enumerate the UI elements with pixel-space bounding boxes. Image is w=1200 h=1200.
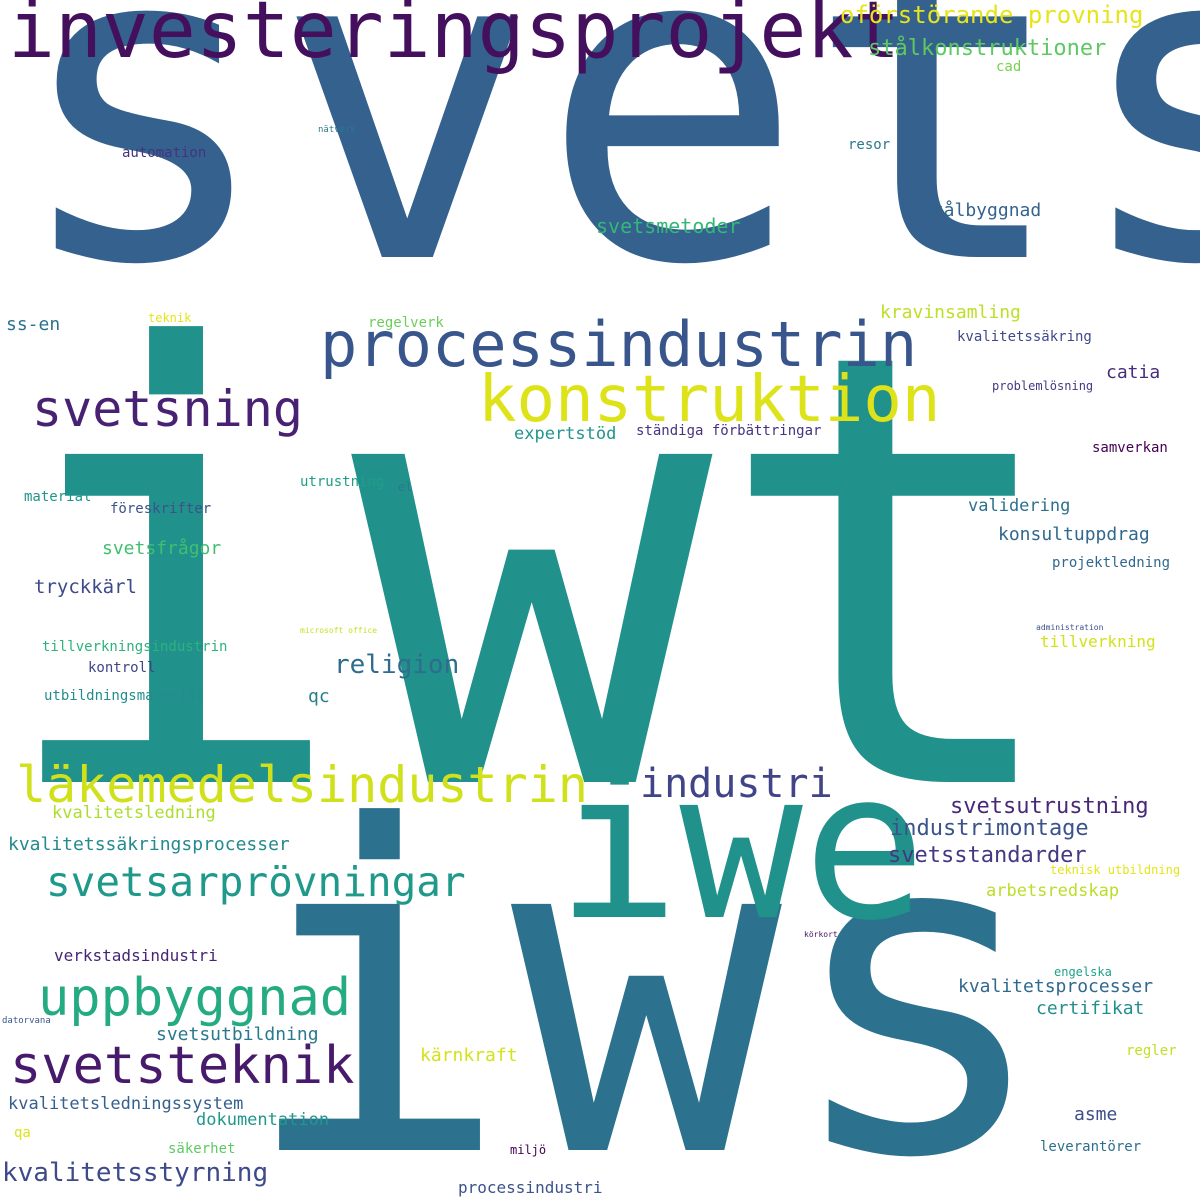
word-kvalitetssakring: kvalitetssäkring — [957, 329, 1092, 345]
word-svetsutbildning: svetsutbildning — [156, 1024, 319, 1045]
word-oforstorande-provning: oförstörande provning — [840, 1, 1144, 29]
word-teknik: teknik — [148, 311, 192, 325]
word-konstruktion: konstruktion — [478, 363, 941, 437]
word-investeringsprojekt: investeringsprojekt — [8, 0, 901, 76]
word-stalbyggnad: stålbyggnad — [922, 200, 1042, 221]
word-samverkan: samverkan — [1092, 440, 1168, 456]
word-kravinsamling: kravinsamling — [880, 302, 1021, 323]
word-automation: automation — [122, 145, 207, 161]
word-teknisk-utbildning: teknisk utbildning — [1050, 863, 1181, 877]
word-industri: industri — [640, 761, 833, 807]
word-miljo: miljö — [510, 1143, 547, 1157]
word-utrustning: utrustning — [300, 474, 385, 490]
word-foreskrifter: föreskrifter — [110, 501, 212, 517]
word-validering: validering — [968, 496, 1071, 516]
word-dokumentation: dokumentation — [196, 1110, 330, 1130]
word-standiga-forbattringar: ständiga förbättringar — [636, 423, 822, 439]
word-catia: catia — [1106, 362, 1161, 383]
word-svets: svets — [10, 0, 1200, 361]
word-tillverkning: tillverkning — [1040, 632, 1156, 651]
word-el: el — [398, 480, 413, 494]
word-administration: administration — [1036, 623, 1104, 632]
word-qc: qc — [308, 686, 330, 707]
word-svetsarprovningar: svetsarprövningar — [46, 858, 466, 906]
word-verkstadsindustri: verkstadsindustri — [54, 946, 218, 965]
word-konsultuppdrag: konsultuppdrag — [998, 524, 1150, 545]
word-expertstod: expertstöd — [514, 424, 617, 444]
word-kvalitetsledning: kvalitetsledning — [52, 803, 216, 823]
word-regler: regler — [1126, 1043, 1177, 1059]
word-material: material — [24, 489, 92, 505]
word-karnkraft: kärnkraft — [420, 1045, 518, 1066]
word-kvalitetsstyrning: kvalitetsstyrning — [2, 1158, 269, 1188]
word-regelverk: regelverk — [368, 315, 444, 331]
word-svetsmetoder: svetsmetoder — [596, 214, 741, 238]
word-svetsning: svetsning — [32, 380, 303, 438]
word-religion: religion — [334, 650, 460, 680]
word-utbildningsmaterial: utbildningsmaterial — [44, 688, 205, 704]
word-problemlosning: problemlösning — [992, 379, 1094, 393]
word-iwe: iwe — [556, 728, 927, 966]
word-industrimontage: industrimontage — [890, 816, 1089, 841]
word-tryckkarl: tryckkärl — [34, 576, 137, 598]
word-processindustri: processindustri — [458, 1178, 603, 1197]
word-svetsutrustning: svetsutrustning — [950, 794, 1149, 819]
word-sakerhet: säkerhet — [168, 1141, 236, 1157]
word-kvalitetssakringsprocesser: kvalitetssäkringsprocesser — [8, 834, 290, 855]
word-svetsfragor: svetsfrågor — [102, 538, 222, 559]
word-engelska: engelska — [1054, 965, 1112, 979]
word-asme: asme — [1074, 1104, 1118, 1125]
word-svetsteknik: svetsteknik — [10, 1036, 355, 1096]
word-resor: resor — [848, 137, 891, 153]
word-qa: qa — [14, 1125, 31, 1141]
word-stalkonstruktioner: stålkonstruktioner — [868, 36, 1107, 61]
word-natverk: nätverk — [318, 125, 356, 135]
word-microsoft-office: microsoft office — [300, 626, 378, 635]
word-datorvana: datorvana — [2, 1016, 51, 1026]
word-ss-en: ss-en — [6, 314, 61, 335]
word-svetsstandarder: svetsstandarder — [888, 843, 1087, 868]
word-lakemedelsindustrin: läkemedelsindustrin — [16, 756, 588, 814]
word-tillverkningsindustrin: tillverkningsindustrin — [42, 639, 228, 655]
word-iws: iws — [240, 733, 1053, 1200]
word-uppbyggnad: uppbyggnad — [38, 968, 352, 1028]
word-kvalitetsprocesser: kvalitetsprocesser — [958, 976, 1154, 997]
word-leverantorer: leverantörer — [1040, 1139, 1142, 1155]
word-projektledning: projektledning — [1052, 555, 1171, 571]
word-cad: cad — [996, 59, 1022, 75]
word-certifikat: certifikat — [1036, 998, 1145, 1019]
word-kvalitetsledningssystem: kvalitetsledningssystem — [8, 1094, 244, 1114]
word-korkort: körkort — [804, 930, 838, 939]
word-kontroll: kontroll — [88, 660, 156, 676]
word-arbetsredskap: arbetsredskap — [986, 881, 1120, 901]
word-processindustrin: processindustrin — [320, 308, 918, 381]
word-iwt: iwt — [0, 225, 1074, 924]
